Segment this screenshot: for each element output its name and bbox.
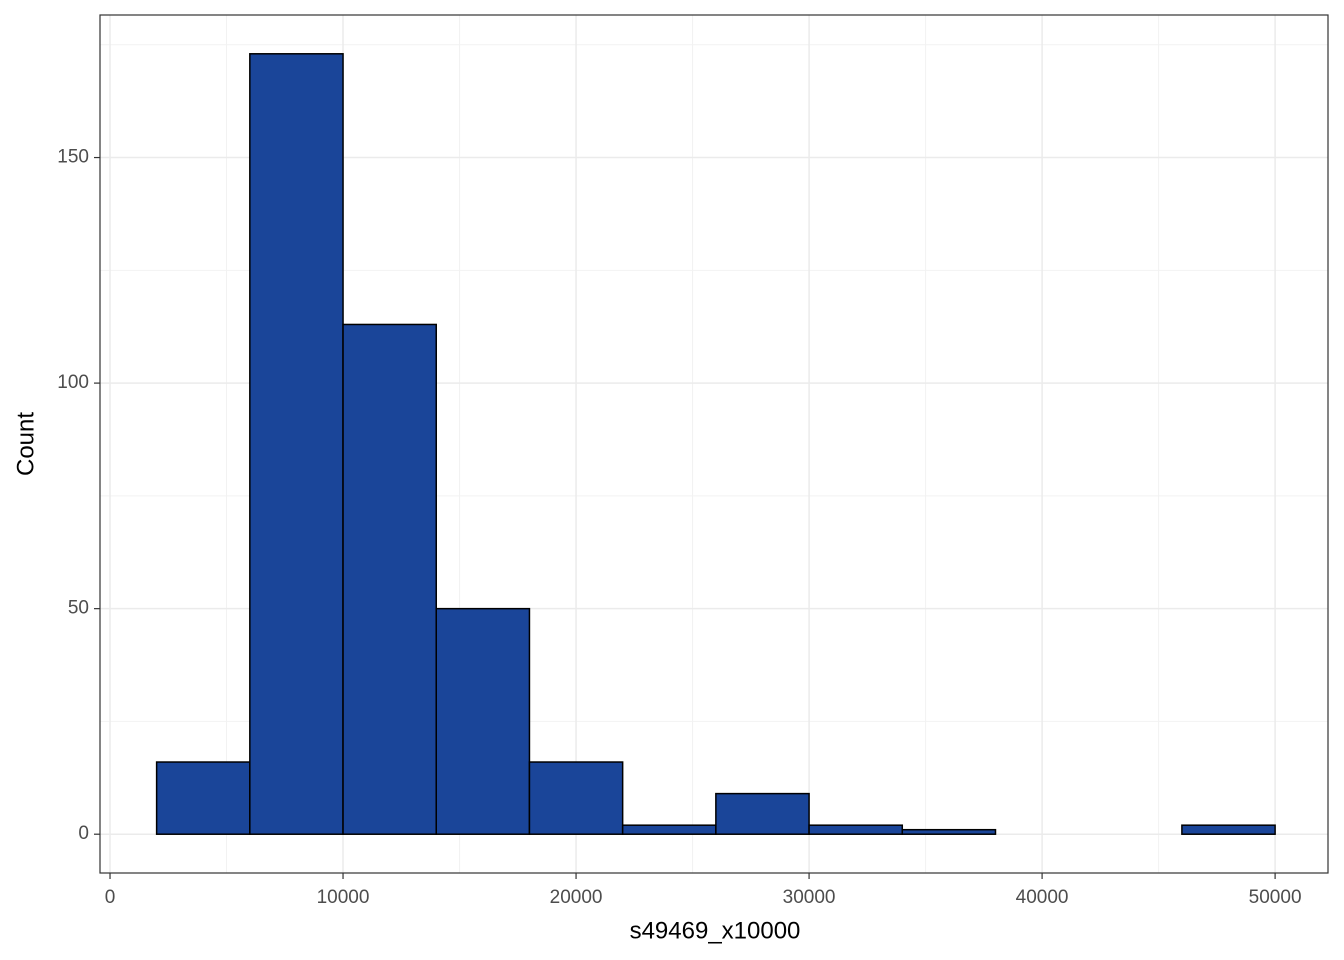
bar bbox=[901, 828, 997, 835]
y-tick-label: 50 bbox=[68, 598, 89, 619]
y-tick-label: 150 bbox=[57, 147, 89, 168]
bar bbox=[249, 53, 344, 835]
y-tick-label: 100 bbox=[57, 372, 89, 393]
y-axis-title: Count bbox=[12, 412, 39, 476]
plot-border bbox=[99, 14, 1329, 874]
bar bbox=[715, 792, 810, 835]
bar bbox=[621, 824, 717, 835]
bar bbox=[435, 607, 531, 835]
y-tick-label: 0 bbox=[78, 823, 89, 844]
x-tick-label: 40000 bbox=[1016, 887, 1069, 908]
x-tick-label: 10000 bbox=[317, 887, 370, 908]
bar bbox=[808, 824, 904, 835]
x-tick-label: 50000 bbox=[1249, 887, 1302, 908]
x-tick-label: 20000 bbox=[550, 887, 603, 908]
x-axis-title: s49469_x10000 bbox=[630, 917, 801, 944]
bar bbox=[342, 323, 437, 835]
bar bbox=[1181, 824, 1276, 835]
bar bbox=[528, 761, 624, 835]
x-tick-label: 30000 bbox=[783, 887, 836, 908]
x-tick-label: 0 bbox=[105, 887, 116, 908]
bar bbox=[155, 761, 251, 835]
